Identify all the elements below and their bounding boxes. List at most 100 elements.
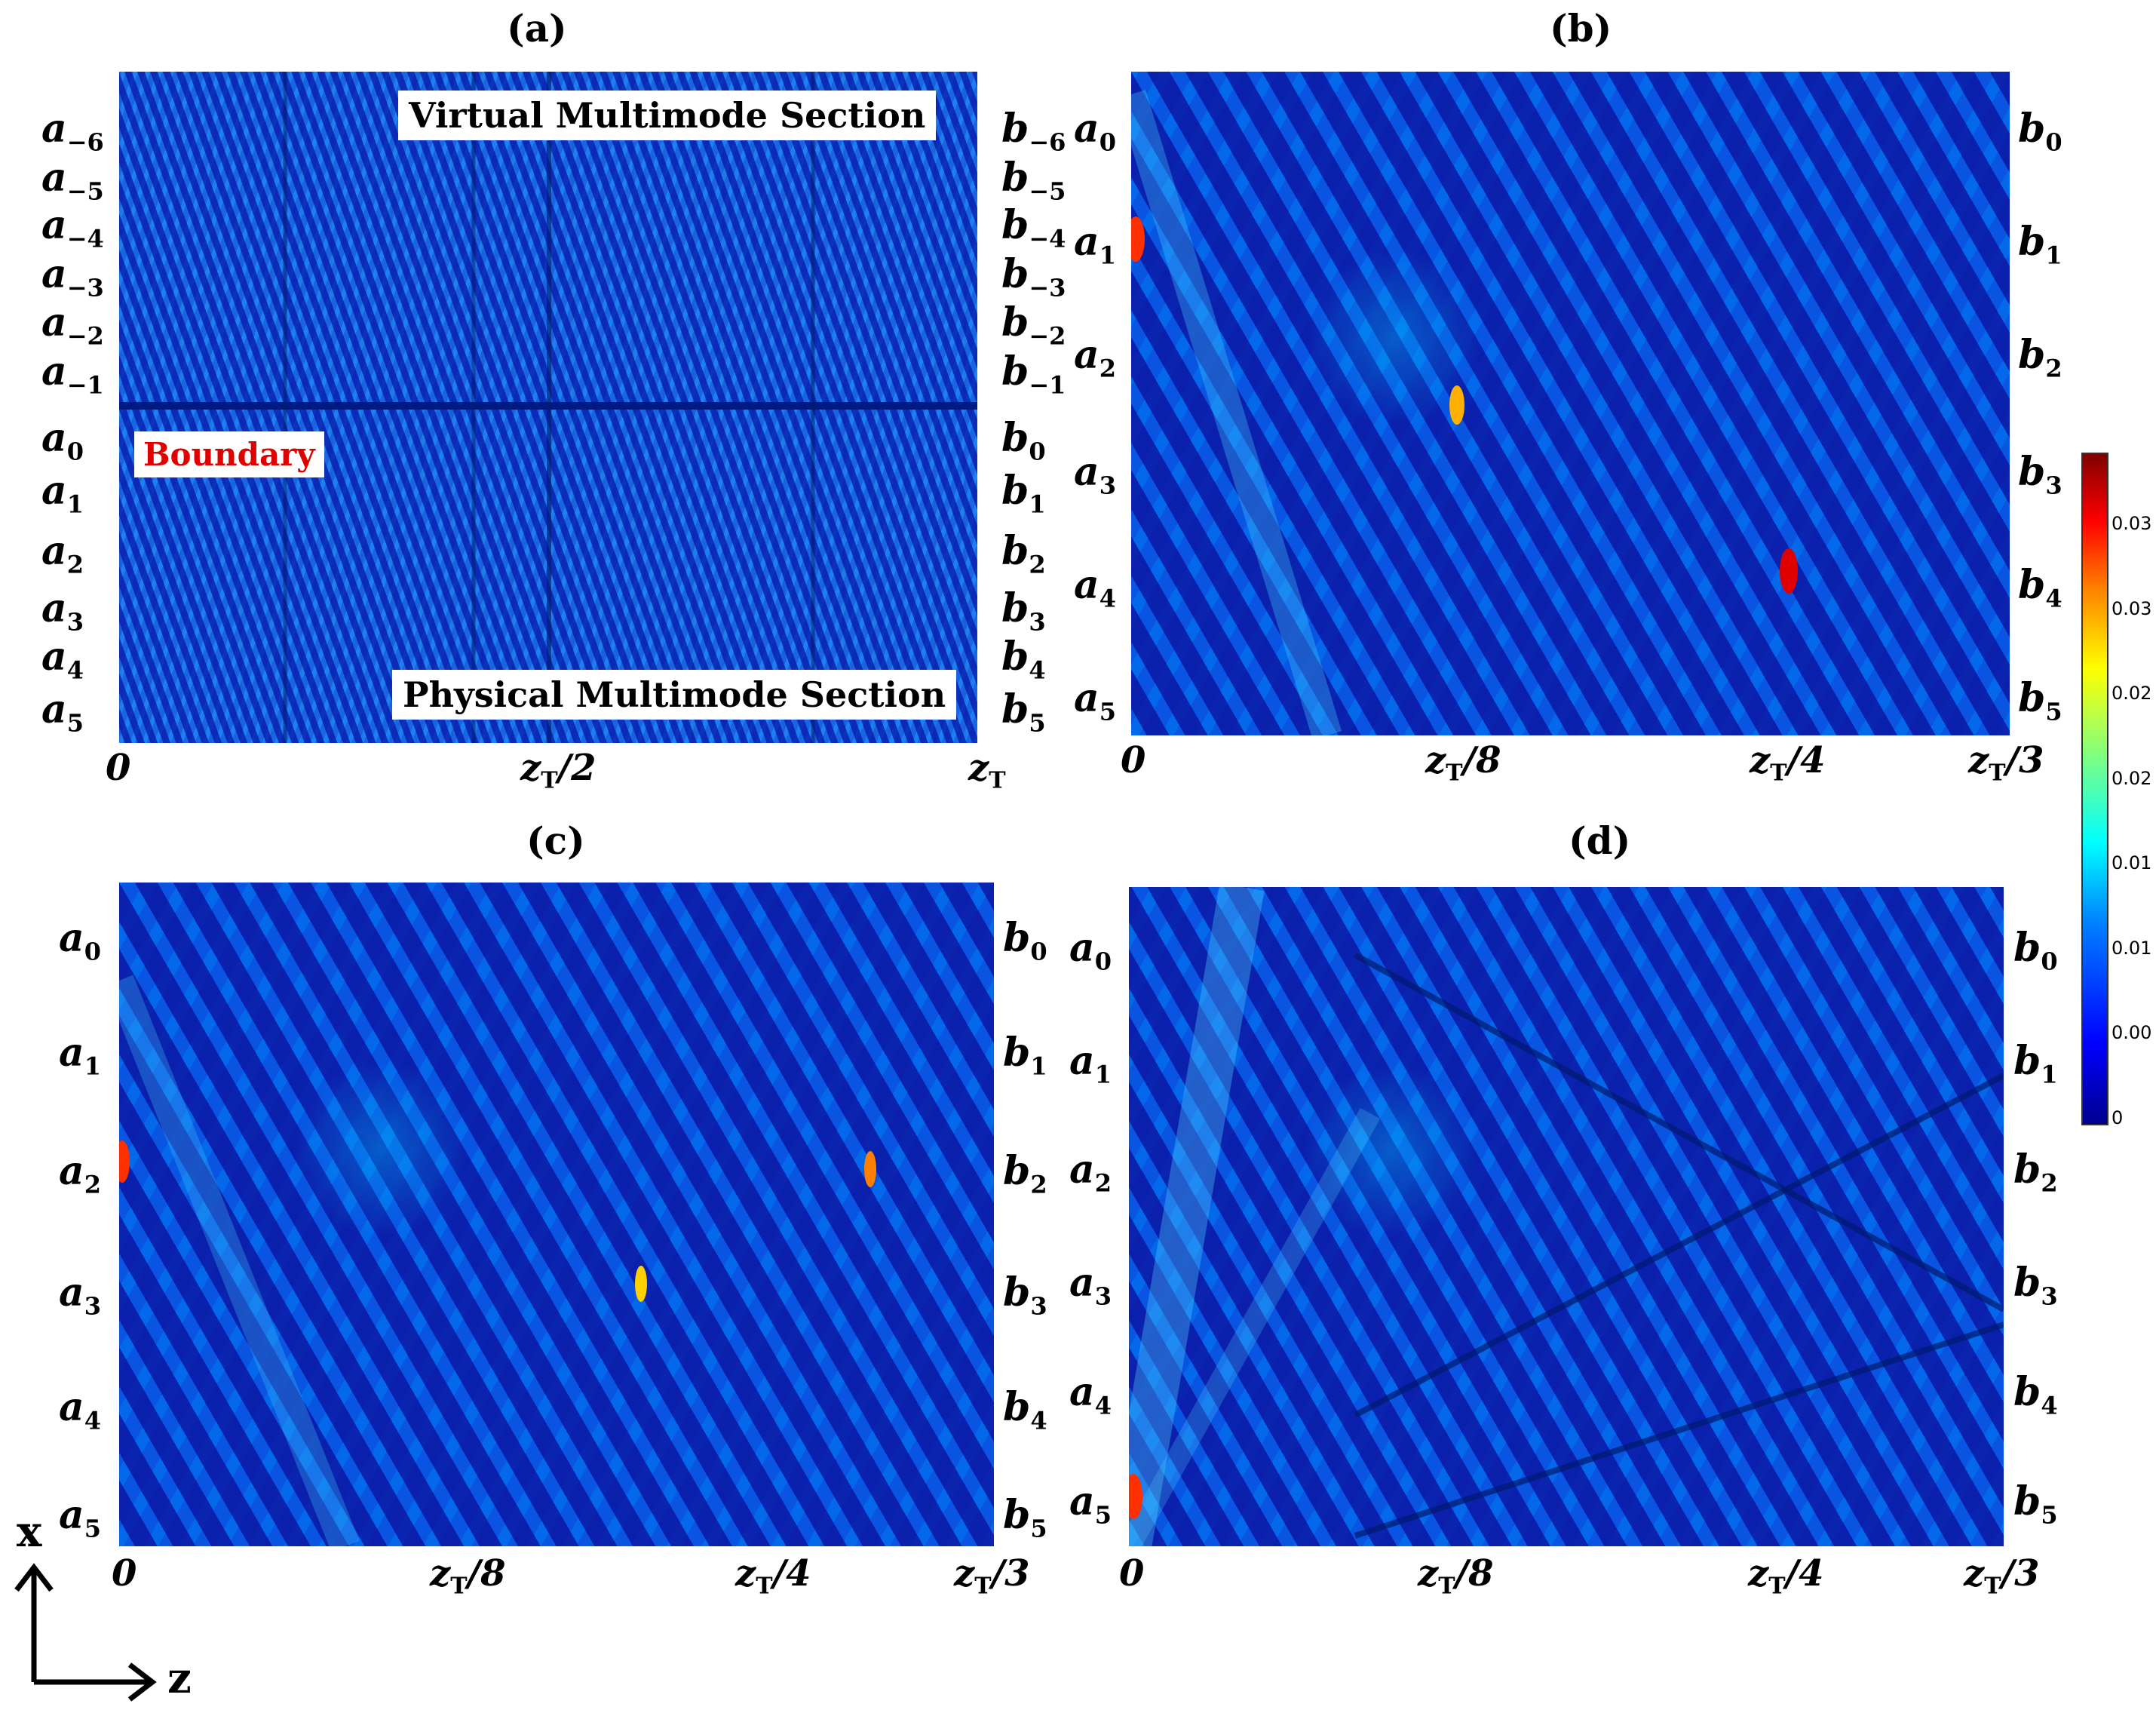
ylabel-right-b-3: b3 [2013,1260,2058,1311]
virtual-section-label: Virtual Multimode Section [398,91,937,140]
physical-section-label: Physical Multimode Section [392,670,957,720]
ylabel-left-a--5: a−5 [41,155,104,206]
ylabel-right-b-2: b2 [2013,1147,2058,1198]
ylabel-left-a-2: a2 [41,528,84,579]
ylabel-left-a--2: a−2 [41,299,104,351]
axes-indicator [14,1563,157,1702]
ylabel-right-b-0: b0 [1001,415,1046,466]
ylabel-right-b--3: b−3 [1001,251,1066,302]
ylabel-right-b-1: b1 [2018,219,2062,270]
ylabel-right-b--4: b−4 [1001,202,1066,253]
ylabel-left-a-2: a2 [1074,332,1116,383]
ylabel-right-b-2: b2 [2018,332,2062,383]
ylabel-left-a-5: a5 [41,686,84,738]
axis-z-label: z [167,1653,192,1703]
hotspot-d-a5 [1129,1474,1142,1519]
ylabel-right-b-2: b2 [1003,1148,1047,1199]
ylabel-right-b-1: b1 [2013,1038,2058,1089]
ylabel-right-b-4: b4 [2013,1369,2058,1420]
ylabel-right-b-5: b5 [2018,675,2062,726]
ylabel-right-b-4: b4 [2018,562,2062,613]
xtick-2-0: 0 [112,1552,137,1595]
colorbar [2081,453,2108,1125]
ylabel-right-b--1: b−1 [1001,348,1066,400]
ylabel-left-a-5: a5 [1074,675,1116,726]
xtick-3-1: zT/8 [1418,1552,1494,1600]
ylabel-right-b--5: b−5 [1001,155,1066,206]
xtick-0-2: zT [968,747,1006,794]
ylabel-left-a-4: a4 [59,1384,101,1435]
panel-a-title: (a) [507,6,567,51]
hotspot-c-a2 [119,1140,130,1183]
xtick-1-2: zT/4 [1750,739,1826,787]
ylabel-left-a-4: a4 [1074,562,1116,613]
ylabel-right-b-4: b4 [1001,634,1046,685]
xtick-0-0: 0 [106,747,131,789]
ylabel-left-a-1: a1 [1069,1038,1112,1089]
ylabel-left-a-1: a1 [41,468,84,519]
colorbar-tick: 0.01 [2112,852,2152,874]
colorbar-tick: 0.03 [2112,597,2152,619]
xtick-3-0: 0 [1119,1552,1145,1595]
heatmap-b-overlay [1131,90,1798,735]
ylabel-right-b-0: b0 [2018,106,2062,157]
xtick-3-2: zT/4 [1748,1552,1824,1600]
ylabel-left-a-3: a3 [41,585,84,637]
colorbar-tick: 0.01 [2112,937,2152,959]
ylabel-left-a--3: a−3 [41,251,104,302]
heatmap-a-overlay [119,72,977,743]
colorbar-tick: 0.00 [2112,1022,2152,1044]
xtick-3-3: zT/3 [1964,1552,2040,1600]
ylabel-left-a-5: a5 [59,1492,101,1543]
ylabel-left-a--1: a−1 [41,348,104,400]
heatmap-b [1131,72,2010,735]
xtick-2-3: zT/3 [954,1552,1030,1600]
panel-c-title: (c) [526,818,585,863]
ylabel-right-b-0: b0 [2013,925,2058,976]
ylabel-right-b--6: b−6 [1001,106,1066,157]
hotspot-b-a1 [1131,216,1145,262]
colorbar-tick: 0 [2112,1107,2124,1128]
colorbar-tick: 0.03 [2112,513,2152,534]
heatmap-d-overlay [1129,887,2004,1546]
colorbar-tick: 0.02 [2112,683,2152,705]
ylabel-right-b-3: b3 [1001,585,1046,637]
ylabel-left-a-0: a0 [41,415,84,466]
ylabel-left-a-1: a1 [59,1030,101,1081]
ylabel-left-a-0: a0 [59,915,101,966]
ylabel-right-b-2: b2 [1001,528,1046,579]
ylabel-right-b-1: b1 [1001,468,1046,519]
ylabel-left-a-1: a1 [1074,219,1116,270]
ylabel-left-a--4: a−4 [41,202,104,253]
ylabel-left-a-2: a2 [59,1148,101,1199]
ylabel-left-a-3: a3 [1069,1260,1112,1311]
xtick-0-1: zT/2 [520,747,597,794]
xtick-1-1: zT/8 [1425,739,1501,787]
xtick-1-0: 0 [1121,739,1146,781]
ylabel-right-b-3: b3 [1003,1269,1047,1321]
colorbar-tick: 0.02 [2112,767,2152,789]
ylabel-left-a--6: a−6 [41,106,104,157]
ylabel-right-b-0: b0 [1003,915,1047,966]
ylabel-left-a-5: a5 [1069,1478,1112,1530]
ylabel-right-b--2: b−2 [1001,299,1066,351]
xtick-1-3: zT/3 [1968,739,2044,787]
ylabel-right-b-5: b5 [2013,1478,2058,1530]
ylabel-left-a-3: a3 [1074,449,1116,500]
ylabel-right-b-1: b1 [1003,1030,1047,1081]
xtick-2-2: zT/4 [735,1552,811,1600]
ylabel-left-a-2: a2 [1069,1147,1112,1198]
axis-x-label: x [17,1507,42,1557]
ylabel-left-a-4: a4 [1069,1369,1112,1420]
ylabel-right-b-5: b5 [1001,686,1046,738]
ylabel-right-b-5: b5 [1003,1492,1047,1543]
ylabel-left-a-0: a0 [1069,925,1112,976]
boundary-label: Boundary [134,431,324,477]
ylabel-left-a-0: a0 [1074,106,1116,157]
xtick-2-1: zT/8 [430,1552,506,1600]
ylabel-right-b-4: b4 [1003,1384,1047,1435]
panel-d-title: (d) [1569,818,1631,863]
heatmap-c-overlay [119,975,876,1546]
ylabel-left-a-3: a3 [59,1269,101,1321]
panel-b-title: (b) [1550,6,1612,51]
